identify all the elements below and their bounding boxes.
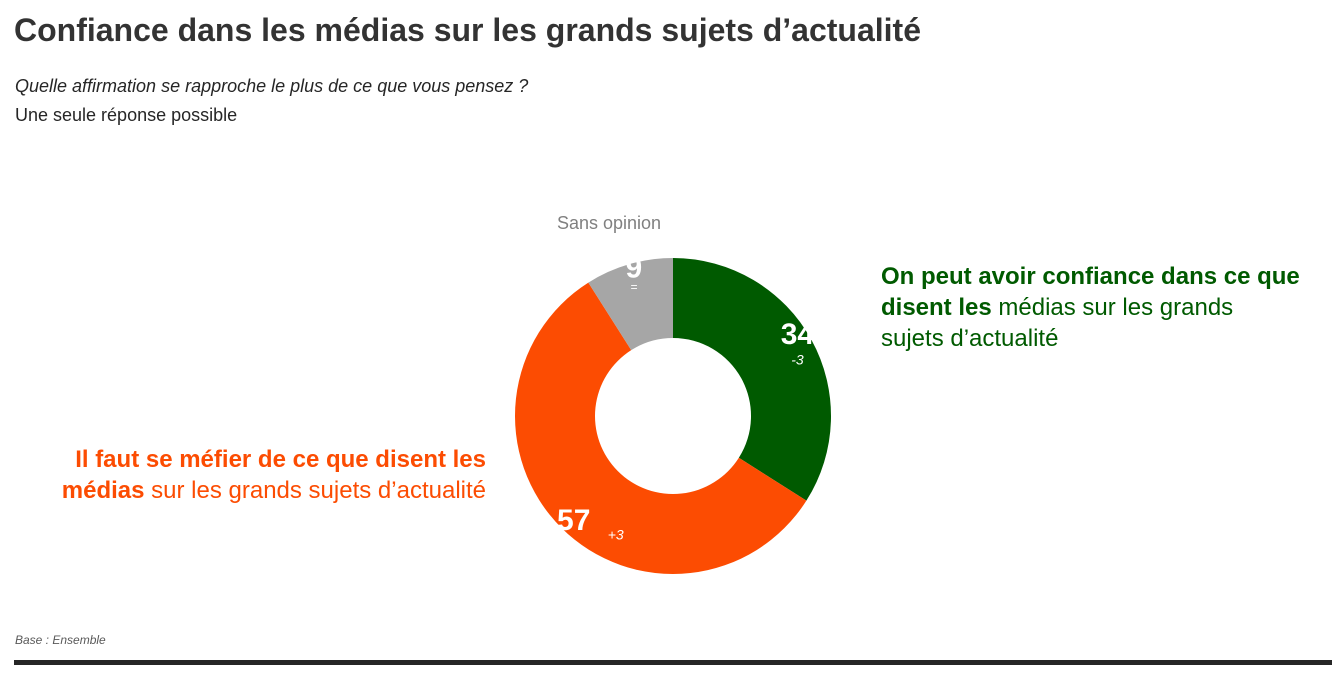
donut-slice-confiance (673, 258, 831, 501)
donut-slice-sans_opinion (588, 258, 673, 351)
label-mefier: Il faut se méfier de ce que disent les m… (60, 444, 486, 506)
base-note: Base : Ensemble (15, 633, 106, 647)
chart-title: Confiance dans les médias sur les grands… (14, 12, 921, 48)
data-label-value-mefier: 57 (557, 504, 590, 537)
bottom-rule (14, 660, 1332, 665)
question-text: Quelle affirmation se rapproche le plus … (15, 76, 529, 96)
slice-label-sans-opinion: Sans opinion (557, 213, 661, 233)
data-label-change-sans_opinion: = (630, 280, 637, 294)
label-confiance-bold: On peut avoir confiance dans ce que dise… (881, 263, 1300, 321)
data-label-change-confiance: -3 (791, 352, 804, 368)
label-mefier-bold: Il faut se méfier de ce que disent les m… (61, 446, 486, 504)
label-confiance-rest: médias sur les grands sujets d’actualité (881, 294, 1234, 352)
donut-slice-mefier (515, 282, 807, 574)
label-confiance: On peut avoir confiance dans ce que dise… (881, 261, 1301, 354)
data-label-change-mefier: +3 (608, 526, 624, 542)
label-mefier-rest: sur les grands sujets d’actualité (144, 477, 486, 504)
data-label-value-sans_opinion: 9 (625, 252, 642, 285)
instruction-text: Une seule réponse possible (15, 105, 238, 125)
data-label-value-confiance: 34 (781, 318, 815, 351)
